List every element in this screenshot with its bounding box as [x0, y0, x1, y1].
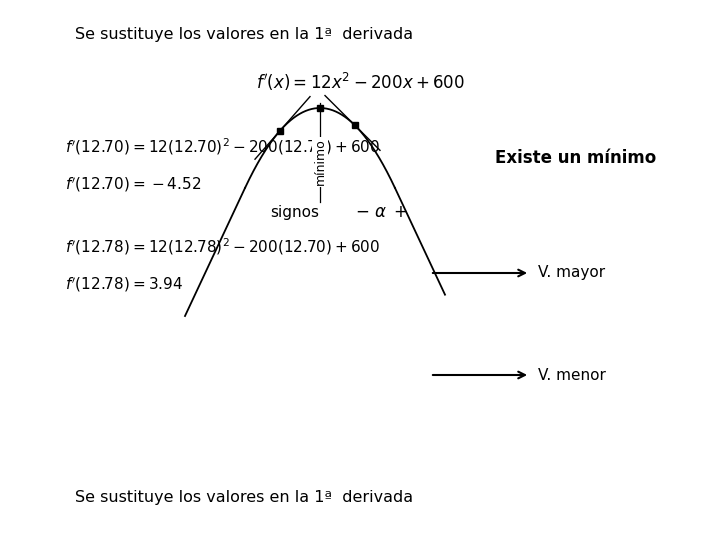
- Text: signos: signos: [271, 205, 320, 219]
- Text: Existe un mínimo: Existe un mínimo: [495, 149, 656, 167]
- Text: $f^{\prime}(12.70) = 12(12.70)^2 - 200(12.70) + 600$: $f^{\prime}(12.70) = 12(12.70)^2 - 200(1…: [65, 137, 380, 157]
- Text: $f^{\prime}(12.70) = -4.52$: $f^{\prime}(12.70) = -4.52$: [65, 176, 201, 194]
- Text: V. menor: V. menor: [538, 368, 606, 382]
- Text: $f^{\prime}(12.78) = 3.94$: $f^{\prime}(12.78) = 3.94$: [65, 276, 183, 294]
- Text: mínimo: mínimo: [313, 139, 326, 185]
- Text: $f^{\prime}(12.78) = 12(12.78)^2 - 200(12.70) + 600$: $f^{\prime}(12.78) = 12(12.78)^2 - 200(1…: [65, 237, 380, 258]
- Text: Se sustituye los valores en la 1ª  derivada: Se sustituye los valores en la 1ª deriva…: [75, 28, 413, 43]
- Text: $f^{\prime}(x) = 12x^2 - 200x + 600$: $f^{\prime}(x) = 12x^2 - 200x + 600$: [256, 71, 464, 93]
- Text: V. mayor: V. mayor: [538, 266, 605, 280]
- Text: $-\ \alpha\ +$: $-\ \alpha\ +$: [355, 203, 408, 221]
- Text: Se sustituye los valores en la 1ª  derivada: Se sustituye los valores en la 1ª deriva…: [75, 490, 413, 505]
